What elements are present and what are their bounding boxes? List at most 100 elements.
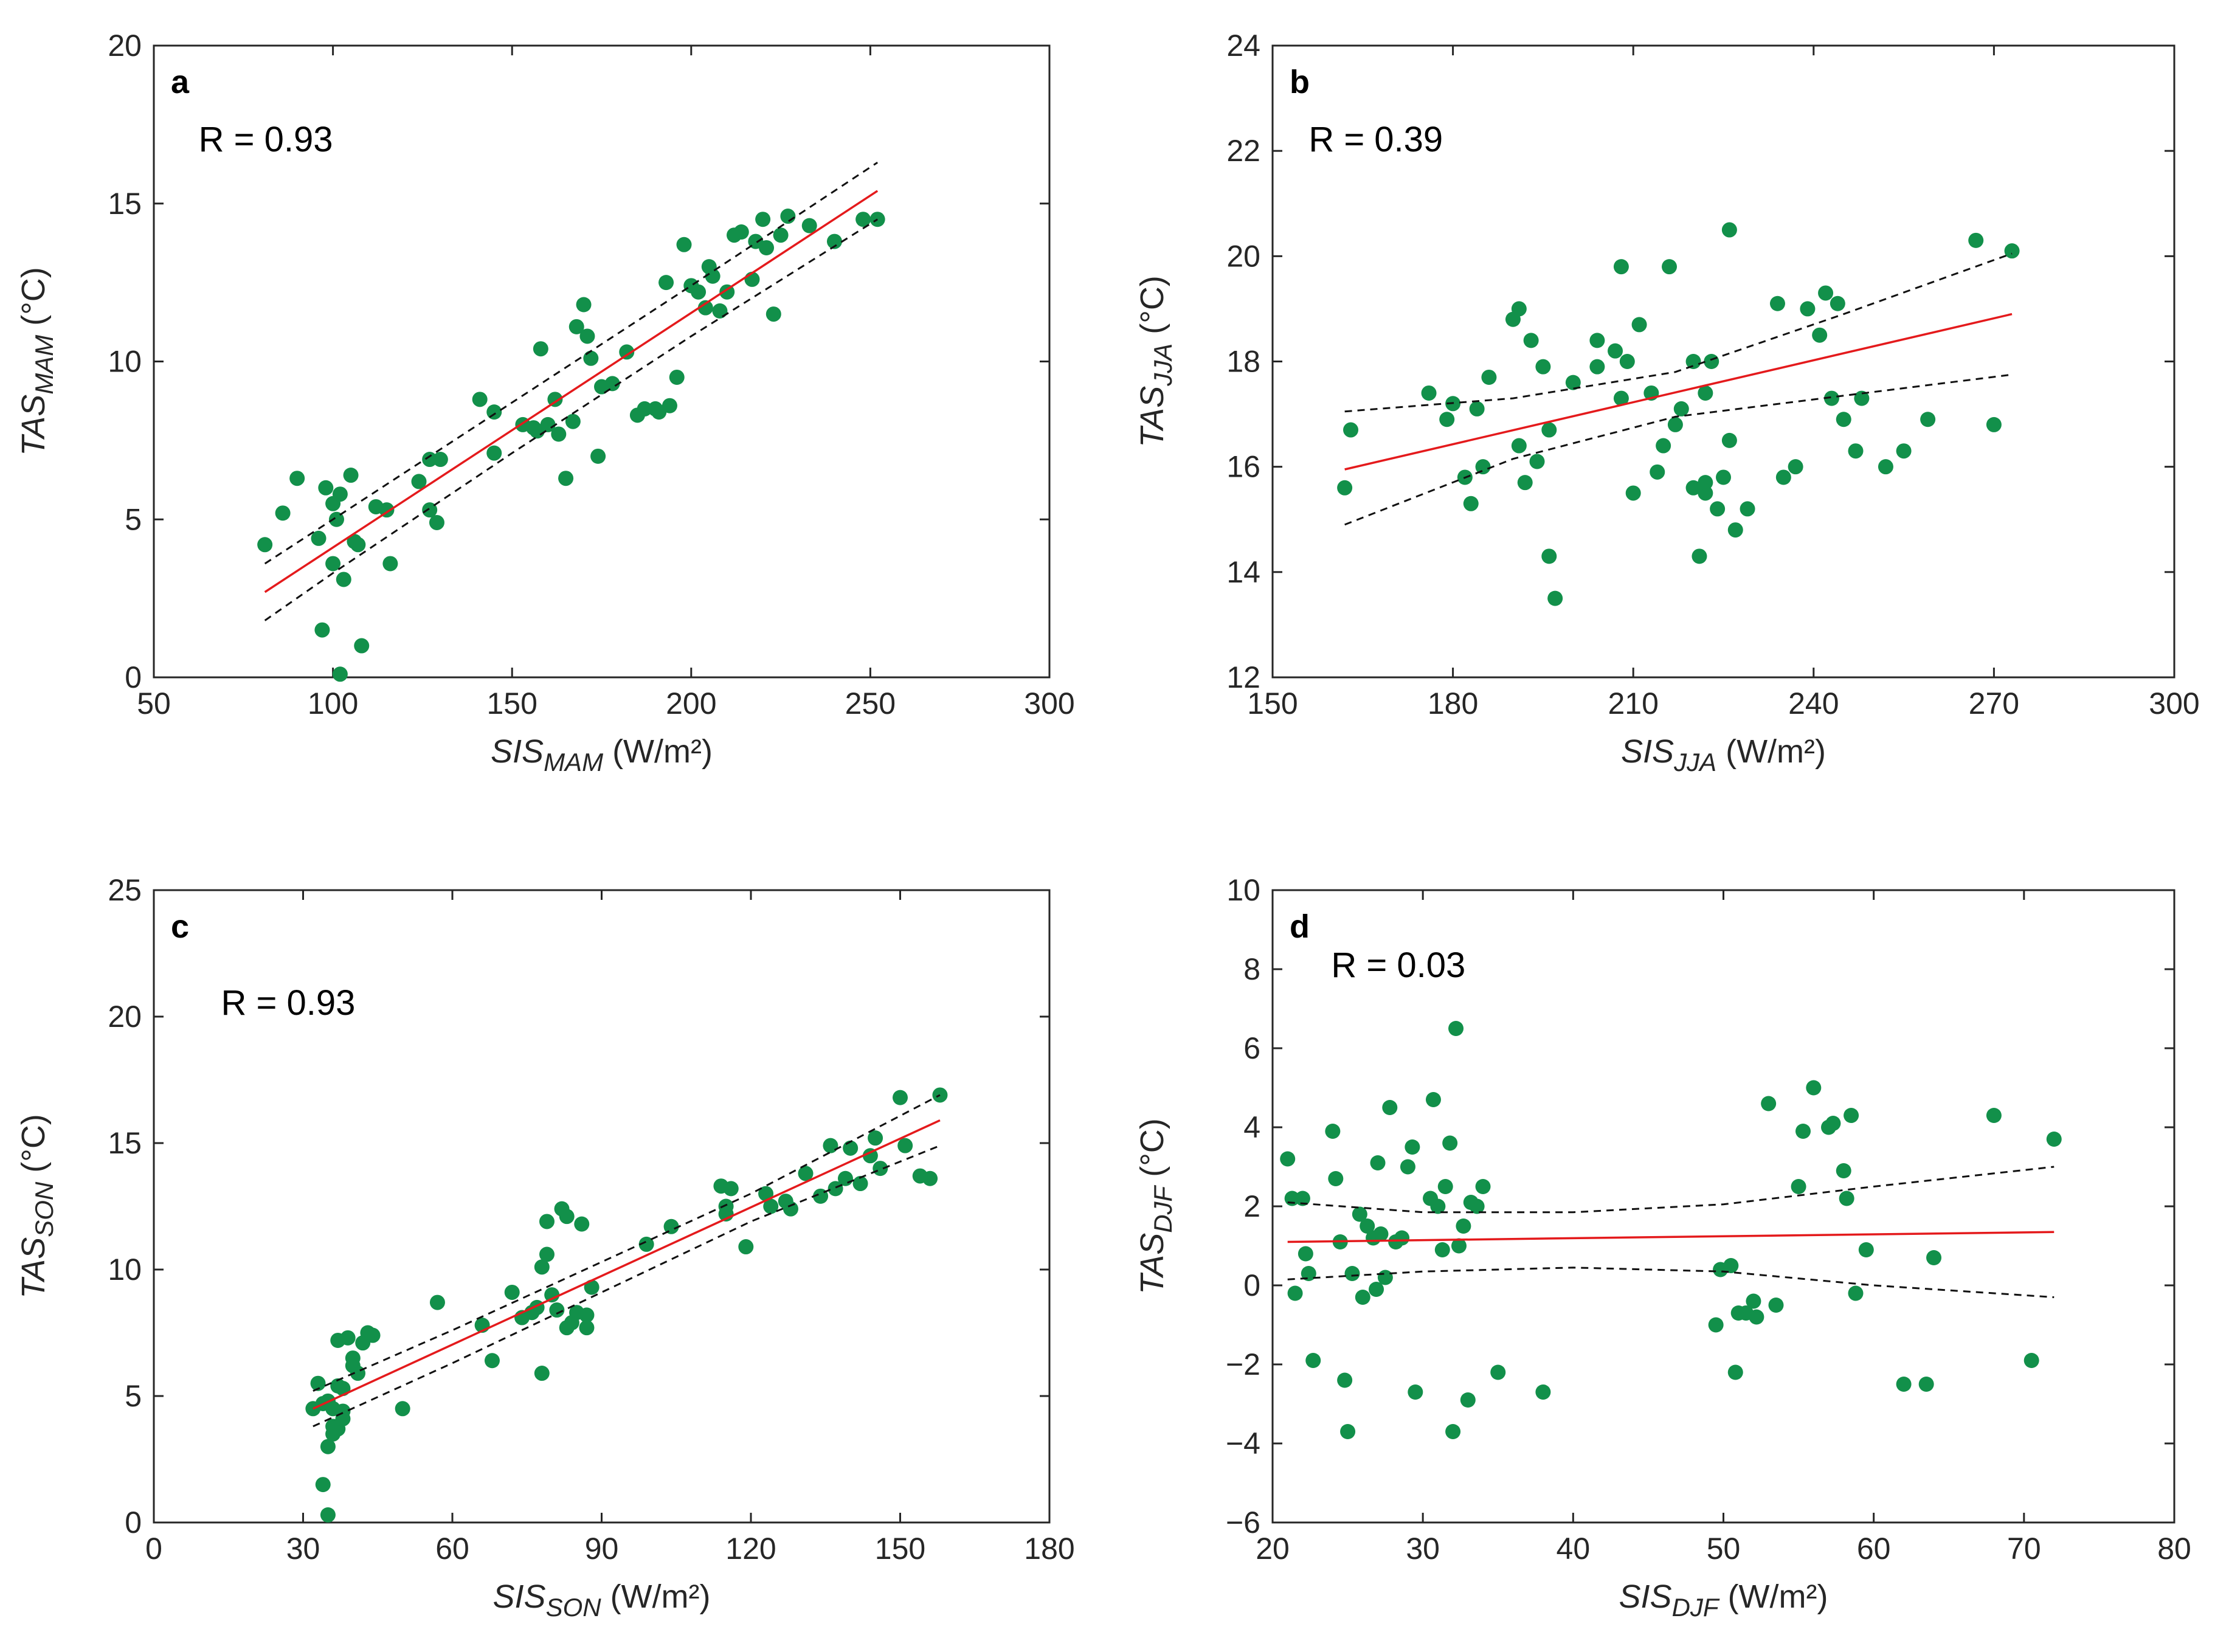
- panel-c-data-point: [738, 1239, 754, 1255]
- panel-b-data-point: [1721, 222, 1737, 238]
- panel-a-data-point: [547, 392, 563, 407]
- panel-b-data-point: [1823, 390, 1839, 406]
- panel-c-data-point: [922, 1170, 938, 1186]
- panel-a-data-point: [590, 448, 606, 464]
- panel-b-data-point: [2004, 243, 2020, 259]
- panel-b-data-point: [1475, 459, 1491, 475]
- panel-b-ytick-label: 20: [1226, 239, 1260, 273]
- panel-b-data-point: [1565, 375, 1581, 390]
- panel-d-data-point: [1294, 1191, 1310, 1206]
- panel-a-data-point: [733, 224, 749, 240]
- panel-d-xtick-label: 50: [1707, 1532, 1741, 1566]
- panel-d-data-point: [1352, 1206, 1367, 1222]
- panel-a-ci-lower-line: [264, 218, 878, 621]
- panel-a-data-point: [314, 622, 330, 638]
- panel-a-ytick-label: 5: [125, 502, 142, 536]
- chart-panel-a: 50 100 150 200 250 300 0 5 10 15 20 SISMAM (W/m²) TA…: [15, 29, 1075, 776]
- panel-c-data-point: [862, 1148, 878, 1164]
- panel-b-data-point: [1662, 259, 1678, 275]
- panel-c-xtick-label: 90: [585, 1532, 619, 1566]
- panel-b-data-point: [1547, 590, 1563, 606]
- panel-a-ytick-label: 0: [125, 660, 142, 694]
- panel-a-data-point: [604, 376, 620, 392]
- panel-a-data-point: [486, 445, 502, 461]
- panel-a-data-point: [432, 452, 448, 468]
- panel-d-ci-lower-line: [1287, 1267, 2054, 1298]
- panel-b-data-point: [1650, 464, 1665, 480]
- panel-a-data-point: [257, 537, 273, 553]
- panel-a-data-point: [332, 486, 348, 502]
- panel-a-data-point: [422, 502, 438, 518]
- chart-panel-c: 0 30 60 90 120 150 180 0 5 10 15 20 25 SISSON (W/m²) T…: [15, 873, 1075, 1622]
- panel-c-ci-lower-line: [313, 1144, 941, 1428]
- panel-b-data-point: [1535, 359, 1551, 375]
- panel-a-data-point: [332, 666, 348, 682]
- panel-a-data-point: [533, 341, 548, 357]
- panel-c-letter: c: [171, 908, 189, 945]
- panel-a-data-point: [275, 505, 291, 521]
- panel-b-data-point: [1800, 301, 1816, 317]
- panel-b-data-point: [1692, 548, 1707, 564]
- panel-a-data-point: [658, 275, 674, 291]
- panel-c-data-point: [828, 1181, 843, 1197]
- panel-b-ytick-label: 12: [1226, 660, 1260, 694]
- panel-c-data-point: [868, 1130, 883, 1146]
- panel-b-data-point: [1656, 438, 1671, 454]
- panel-a-xtick-label: 300: [1024, 686, 1074, 721]
- panel-c-data-point: [932, 1087, 948, 1103]
- panel-a-xtick-label: 100: [308, 686, 358, 721]
- panel-c-ytick-label: 25: [108, 873, 142, 907]
- panel-b-xtick-label: 270: [1969, 686, 2019, 721]
- panel-d-data-point: [1425, 1092, 1441, 1107]
- panel-d-data-point: [1340, 1424, 1356, 1439]
- panel-b-ci-upper-line: [1344, 252, 2013, 413]
- panel-c-ytick-label: 10: [108, 1253, 142, 1287]
- panel-a-xtick-label: 50: [137, 686, 171, 721]
- panel-d-data-point: [2023, 1353, 2039, 1368]
- panel-b-data-point: [1481, 369, 1497, 385]
- panel-c-data-point: [663, 1218, 679, 1234]
- panel-a-data-point: [619, 344, 635, 360]
- panel-a-data-point: [343, 468, 359, 483]
- panel-b-data-point: [1788, 459, 1803, 475]
- panel-d-ytick-label: 2: [1243, 1189, 1260, 1223]
- panel-c-ci-upper-line: [313, 1094, 941, 1392]
- panel-c-xtick-label: 120: [725, 1532, 776, 1566]
- panel-b-ytick-label: 24: [1226, 29, 1260, 63]
- panel-b-data-point: [1986, 416, 2002, 432]
- panel-a-data-point: [540, 416, 556, 432]
- panel-d-data-point: [1848, 1285, 1864, 1301]
- panel-a-data-point: [422, 452, 438, 468]
- panel-b-data-point: [1727, 522, 1743, 538]
- panel-c-data-point: [340, 1330, 356, 1346]
- panel-a-data-point: [637, 401, 652, 416]
- panel-b-data-point: [1685, 354, 1701, 369]
- panel-b-data-point: [1613, 390, 1629, 406]
- panel-d-data-point: [1708, 1317, 1724, 1333]
- panel-c-data-point: [638, 1236, 654, 1252]
- panel-c-data-point: [320, 1439, 336, 1454]
- panel-d-data-point: [1768, 1298, 1784, 1313]
- panel-d-data-point: [1825, 1116, 1841, 1131]
- panel-d-data-point: [1328, 1171, 1344, 1186]
- panel-a-data-point: [325, 556, 341, 572]
- panel-d-xtick-label: 60: [1857, 1532, 1891, 1566]
- panel-b-data-point: [1698, 475, 1713, 491]
- panel-c-data-point: [897, 1138, 913, 1153]
- panel-d-data-point: [1746, 1293, 1761, 1309]
- panel-a-data-point: [669, 369, 685, 385]
- panel-d-data-point: [1896, 1377, 1912, 1392]
- panel-d-data-point: [1360, 1218, 1375, 1234]
- panel-a-fit-line: [264, 190, 879, 593]
- panel-d-data-point: [1490, 1364, 1506, 1380]
- panel-d-ytick-label: 10: [1226, 873, 1260, 907]
- panel-d-data-point: [1430, 1198, 1446, 1214]
- panel-d-data-point: [1382, 1100, 1398, 1115]
- panel-d-xtick-label: 80: [2157, 1532, 2191, 1566]
- panel-d-ytick-label: −2: [1226, 1347, 1260, 1381]
- panel-b-data-point: [1343, 422, 1359, 438]
- panel-d-xtick-label: 70: [2007, 1532, 2041, 1566]
- panel-c-data-point: [549, 1302, 565, 1318]
- panel-b-data-point: [1337, 480, 1353, 496]
- panel-c-data-point: [893, 1090, 908, 1105]
